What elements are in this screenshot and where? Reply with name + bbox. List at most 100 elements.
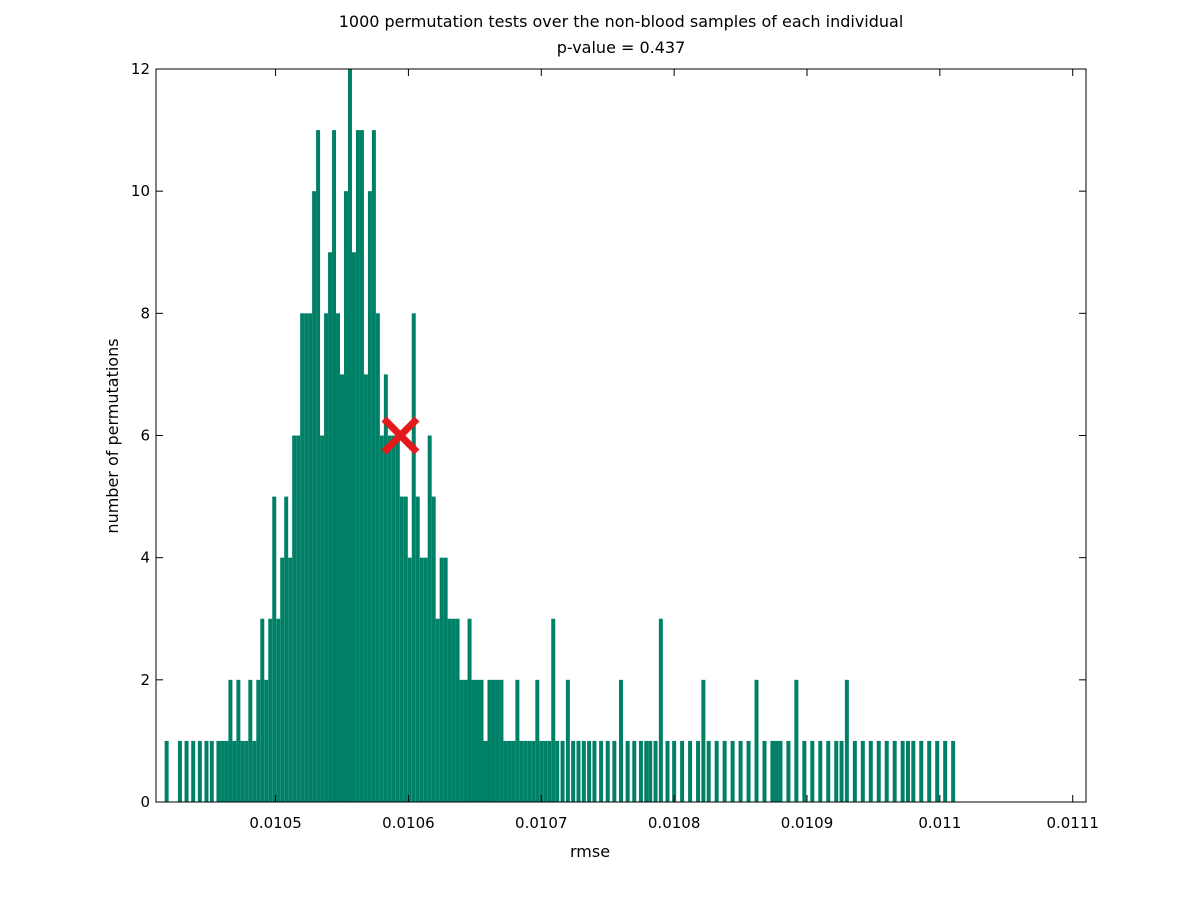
bar: [844, 679, 849, 802]
bar: [419, 557, 424, 802]
bar: [826, 740, 831, 802]
bar: [355, 130, 360, 802]
bar: [754, 679, 759, 802]
observed-marker-group: [381, 416, 420, 455]
bar: [240, 740, 245, 802]
bar: [612, 740, 617, 802]
bar: [447, 618, 452, 802]
bar: [658, 618, 663, 802]
bar: [399, 496, 404, 802]
bar: [644, 740, 649, 802]
bar: [810, 740, 815, 802]
bar: [786, 740, 791, 802]
bar: [264, 679, 269, 802]
x-tick-label: 0.0108: [648, 814, 701, 832]
bar: [665, 740, 670, 802]
bar: [531, 740, 536, 802]
bar: [519, 740, 524, 802]
x-tick-label: 0.0106: [382, 814, 435, 832]
bar: [730, 740, 735, 802]
bar: [228, 679, 233, 802]
bar: [216, 740, 221, 802]
chart-title: 1000 permutation tests over the non-bloo…: [339, 12, 904, 31]
bar: [511, 740, 516, 802]
bar: [209, 740, 214, 802]
bar: [625, 740, 630, 802]
bar: [248, 679, 253, 802]
bar: [439, 557, 444, 802]
bar: [312, 191, 317, 803]
bar: [475, 679, 480, 802]
bar: [304, 313, 309, 802]
bar: [260, 618, 265, 802]
bar: [359, 130, 364, 802]
plot-frame: [155, 68, 1087, 803]
bar: [714, 740, 719, 802]
bar: [427, 435, 432, 802]
bar: [672, 740, 677, 802]
bar: [256, 679, 261, 802]
bar: [495, 679, 500, 802]
bar: [483, 740, 488, 802]
bar: [706, 740, 711, 802]
bar: [191, 740, 196, 802]
bar: [503, 740, 508, 802]
bar: [491, 679, 496, 802]
bar: [395, 435, 400, 802]
bar: [599, 740, 604, 802]
bar: [431, 496, 436, 802]
bar: [288, 557, 293, 802]
bar: [581, 740, 586, 802]
bar: [284, 496, 289, 802]
bar: [403, 496, 408, 802]
bar: [363, 374, 368, 802]
bar: [463, 679, 468, 802]
bar: [435, 618, 440, 802]
bar: [324, 313, 329, 802]
bar: [177, 740, 182, 802]
bar: [935, 740, 940, 802]
bar: [383, 374, 388, 802]
y-tick-label: 12: [131, 60, 150, 78]
bar: [648, 740, 653, 802]
bar: [316, 130, 321, 802]
bar: [587, 740, 592, 802]
bar: [224, 740, 229, 802]
bar: [555, 740, 560, 802]
bar: [543, 740, 548, 802]
bar: [391, 435, 396, 802]
bar: [320, 435, 325, 802]
bar: [336, 313, 341, 802]
bar: [539, 740, 544, 802]
bar: [220, 740, 225, 802]
bar: [523, 740, 528, 802]
bar: [919, 740, 924, 802]
y-tick-label: 10: [131, 182, 150, 200]
bar: [839, 740, 844, 802]
bar: [252, 740, 257, 802]
bar: [451, 618, 456, 802]
bar: [619, 679, 623, 802]
y-tick-label: 6: [140, 427, 150, 445]
x-tick-label: 0.0107: [515, 814, 568, 832]
bar: [632, 740, 637, 802]
bar: [308, 313, 313, 802]
observed-marker-stroke: [381, 416, 420, 455]
bar: [592, 740, 597, 802]
bar: [371, 130, 376, 802]
bar: [560, 740, 565, 802]
bar: [722, 740, 727, 802]
y-tick-label: 2: [140, 671, 150, 689]
bar: [770, 740, 775, 802]
bar: [467, 618, 472, 802]
bar: [943, 740, 948, 802]
bar: [415, 496, 420, 802]
bar: [638, 740, 643, 802]
bar: [605, 740, 610, 802]
bar: [204, 740, 209, 802]
x-tick-label: 0.0111: [1046, 814, 1099, 832]
bar: [688, 740, 693, 802]
bar: [571, 740, 576, 802]
bar: [236, 679, 241, 802]
